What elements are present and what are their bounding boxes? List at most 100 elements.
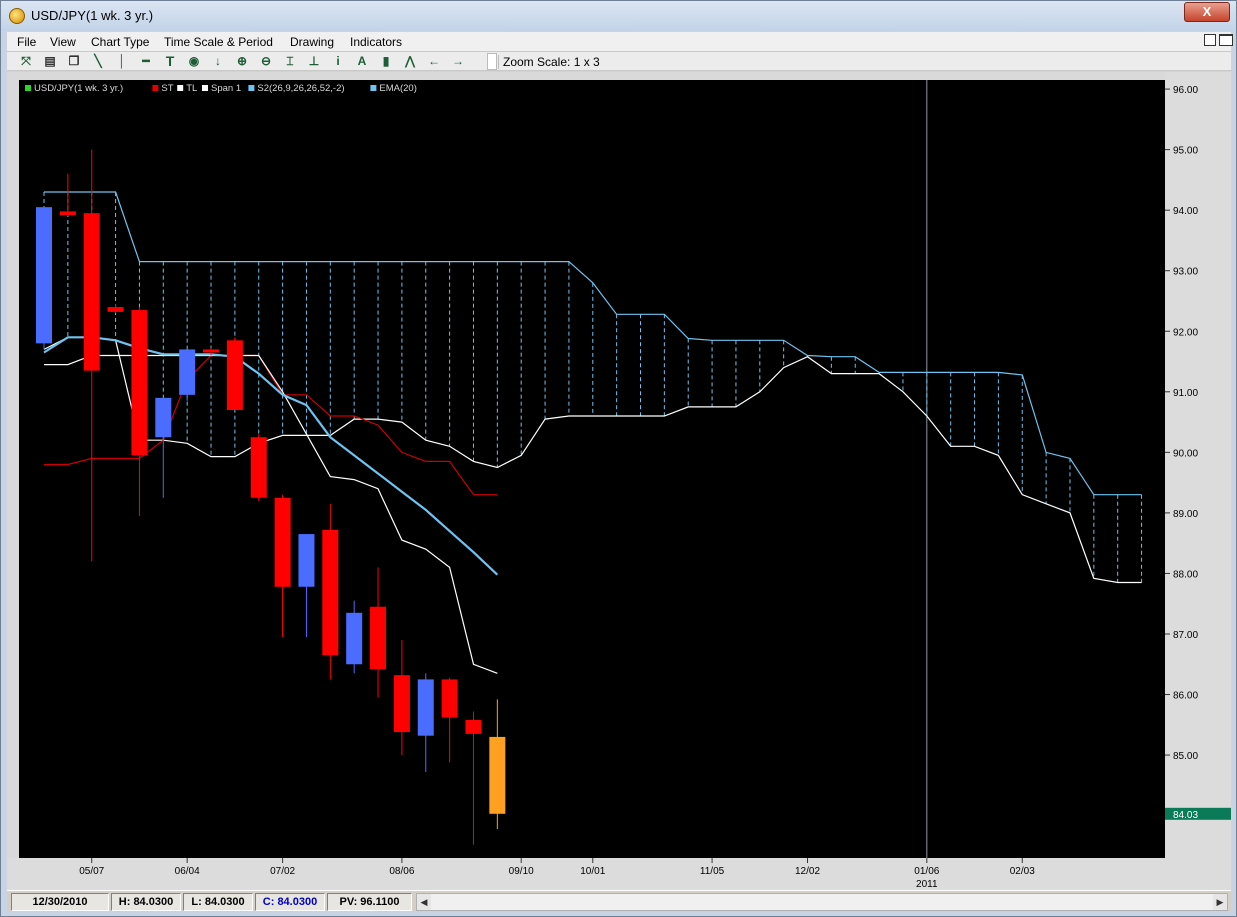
span-b-line — [43, 336, 1142, 584]
legend-label: ST — [161, 83, 173, 94]
title-bar[interactable]: USD/JPY(1 wk. 3 yr.) X — [1, 1, 1236, 31]
candle-body — [393, 675, 410, 733]
candle-body — [155, 397, 172, 438]
legend-swatch — [177, 85, 184, 91]
cursor-icon[interactable]: ⤧ — [21, 54, 31, 68]
plot-background — [19, 80, 1165, 858]
zoom-out-icon[interactable]: ⊖ — [260, 54, 272, 68]
span-a-line — [44, 191, 1142, 496]
candle-body — [322, 529, 339, 656]
year-label: 2011 — [916, 879, 938, 890]
candle-body — [83, 213, 100, 371]
y-tick-label: 92.00 — [1173, 327, 1198, 338]
time-axis — [7, 858, 1165, 890]
menu-file[interactable]: File — [17, 35, 37, 49]
y-tick-label: 85.00 — [1173, 751, 1198, 762]
restore-icon[interactable] — [1204, 34, 1216, 46]
status-high: H: 84.0300 — [111, 893, 181, 911]
horizontal-scrollbar[interactable]: ◀ ▶ — [416, 893, 1228, 911]
scroll-right-arrow-icon[interactable]: ▶ — [1213, 894, 1227, 910]
menu-chart-type[interactable]: Chart Type — [91, 35, 150, 49]
text-icon[interactable]: T — [165, 53, 175, 69]
legend-label: USD/JPY(1 wk. 3 yr.) — [34, 83, 123, 94]
candle-body — [441, 679, 458, 718]
annotation-icon[interactable]: A — [357, 54, 367, 68]
menu-drawing[interactable]: Drawing — [290, 35, 335, 49]
y-tick-label: 94.00 — [1173, 206, 1198, 217]
x-tick-label: 09/10 — [509, 866, 534, 877]
status-date: 12/30/2010 — [11, 893, 109, 911]
y-tick-label: 93.00 — [1173, 267, 1198, 278]
scroll-right-icon[interactable]: → — [452, 54, 464, 68]
x-tick-label: 10/01 — [580, 866, 605, 877]
chart-area[interactable]: 96.00 95.00 94.00 93.00 92.00 91.00 90.00 89.00… — [7, 72, 1231, 890]
zoom-in-icon[interactable]: ⊕ — [236, 54, 248, 68]
legend-label: TL — [186, 83, 197, 94]
legend-swatch — [25, 85, 31, 91]
toolbar: ⤧ ▤ ❐ ╲ │ ━ T ◉ ↓ ⊕ ⊖ ⌶ ⊥ i A ▮ ⋀ ← → Zo… — [7, 52, 1231, 71]
price-chart[interactable]: 96.00 95.00 94.00 93.00 92.00 91.00 90.00 89.00… — [7, 72, 1231, 890]
legend-swatch — [248, 85, 255, 91]
status-low: L: 84.0300 — [183, 893, 253, 911]
copy-icon[interactable]: ❐ — [68, 54, 80, 68]
x-tick-label: 02/03 — [1010, 866, 1035, 877]
menu-time-scale[interactable]: Time Scale & Period — [164, 35, 273, 49]
menu-indicators[interactable]: Indicators — [350, 35, 403, 49]
trendline-icon[interactable]: ╲ — [94, 54, 102, 68]
candle-body — [59, 211, 76, 216]
info-icon[interactable]: i — [336, 54, 340, 68]
menu-view[interactable]: View — [50, 35, 76, 49]
menu-bar: File View Chart Type Time Scale & Period… — [7, 32, 1233, 52]
candle-body — [465, 719, 482, 734]
price-axis — [1165, 72, 1231, 890]
vertical-line-icon[interactable]: │ — [118, 54, 126, 68]
legend-swatch — [202, 85, 208, 91]
x-tick-label: 08/06 — [389, 866, 414, 877]
legend-label: Span 1 — [211, 83, 241, 94]
series-st — [44, 354, 498, 496]
bar-icon[interactable]: ▮ — [382, 54, 390, 68]
x-tick-label: 07/02 — [270, 866, 295, 877]
candle-body — [250, 437, 267, 498]
horizontal-line-icon[interactable]: ━ — [142, 54, 150, 68]
candle-body — [370, 606, 387, 670]
app-icon — [9, 8, 25, 24]
zoom-scale-label: Zoom Scale: 1 x 3 — [498, 55, 600, 69]
down-arrow-icon[interactable]: ↓ — [215, 54, 221, 68]
status-bar: 12/30/2010 H: 84.0300 L: 84.0300 C: 84.0… — [7, 890, 1231, 912]
x-tick-label: 01/06 — [914, 866, 939, 877]
legend-label: S2(26,9,26,26,52,-2) — [257, 83, 344, 94]
x-tick-label: 05/07 — [79, 866, 104, 877]
status-pv: PV: 96.1100 — [327, 893, 412, 911]
fit-icon[interactable]: ⌶ — [286, 54, 294, 68]
window-title: USD/JPY(1 wk. 3 yr.) — [31, 8, 154, 23]
candle-body — [179, 349, 196, 395]
point-icon[interactable]: ◉ — [188, 54, 200, 68]
candle-body — [298, 534, 315, 587]
x-tick-label: 06/04 — [175, 866, 200, 877]
candle-body — [417, 679, 434, 736]
candle-body — [36, 207, 52, 344]
y-tick-label: 91.00 — [1173, 388, 1198, 399]
y-tick-label: 86.00 — [1173, 691, 1198, 702]
candle-body — [489, 736, 506, 814]
bottom-icon[interactable]: ⊥ — [308, 54, 320, 68]
series-ema-20- — [43, 336, 499, 576]
series-span-1 — [44, 354, 498, 674]
status-close: C: 84.0300 — [255, 893, 325, 911]
close-button[interactable]: X — [1184, 2, 1230, 22]
toolbar-separator — [487, 53, 497, 70]
scroll-left-icon[interactable]: ← — [428, 54, 440, 68]
candle-body — [131, 310, 148, 456]
legend-label: EMA(20) — [379, 83, 416, 94]
maximize-icon[interactable] — [1219, 34, 1233, 46]
scroll-left-arrow-icon[interactable]: ◀ — [417, 894, 431, 910]
line-icon[interactable]: ⋀ — [405, 54, 415, 68]
legend-swatch — [370, 85, 377, 91]
y-tick-label: 96.00 — [1173, 85, 1198, 96]
candle-body — [346, 612, 363, 665]
print-icon[interactable]: ▤ — [44, 54, 56, 68]
legend-swatch — [152, 85, 159, 91]
y-tick-label: 90.00 — [1173, 448, 1198, 459]
